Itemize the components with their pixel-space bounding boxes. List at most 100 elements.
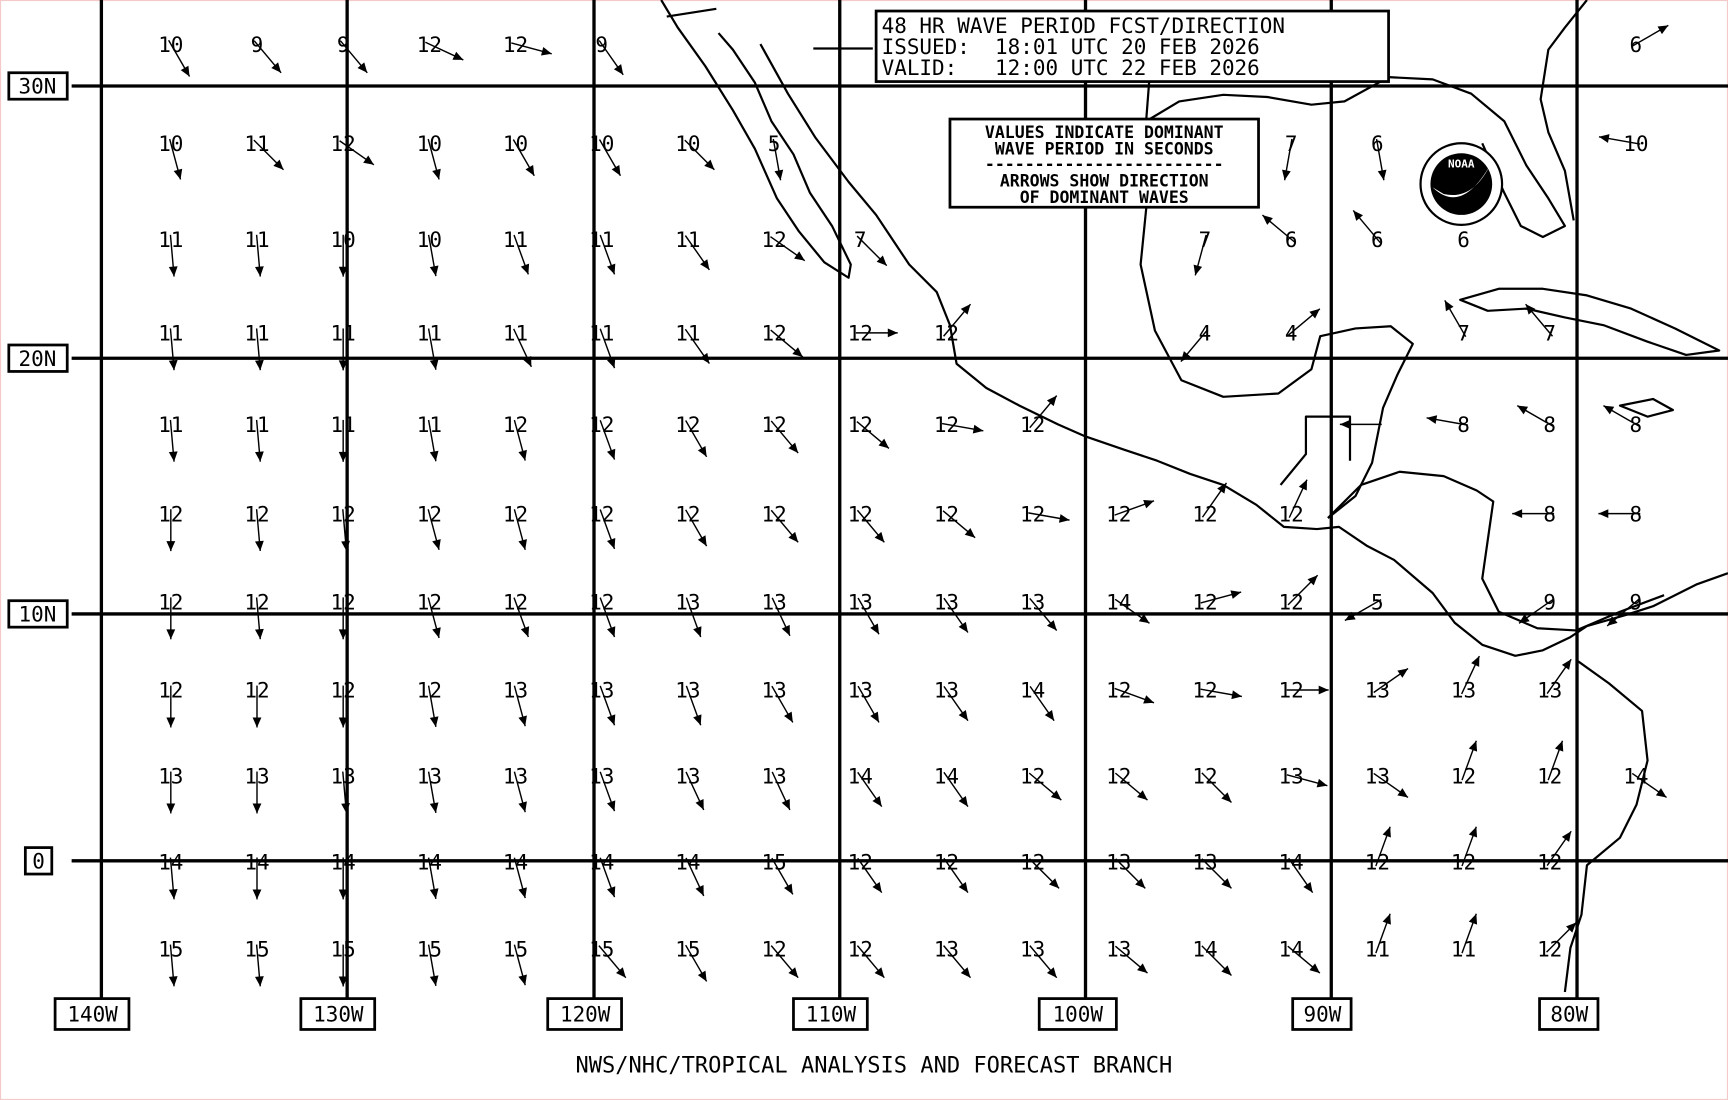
arrowhead-icon: [255, 540, 264, 551]
arrowhead-icon: [1309, 308, 1320, 319]
title-line: 48 HR WAVE PERIOD FCST/DIRECTION: [882, 14, 1285, 38]
arrowhead-icon: [958, 621, 968, 633]
arrowhead-icon: [1221, 965, 1232, 976]
arrowhead-icon: [960, 967, 971, 978]
arrowhead-icon: [606, 538, 616, 549]
arrowhead-icon: [1048, 878, 1060, 889]
arrowhead-icon: [168, 266, 178, 277]
arrowhead-icon: [695, 885, 704, 896]
arrowhead-icon: [1353, 210, 1363, 221]
arrowhead-icon: [1046, 620, 1057, 631]
arrowhead-icon: [788, 531, 799, 543]
arrowhead-icon: [432, 539, 441, 550]
lon-label-110w: 110W: [792, 997, 869, 1031]
svg-text:NOAA: NOAA: [1448, 158, 1475, 171]
arrowhead-icon: [1554, 740, 1564, 752]
valid-line: VALID: 12:00 UTC 22 FEB 2026: [882, 56, 1260, 80]
arrowhead-icon: [1525, 304, 1536, 315]
gulf-coast-mexico: [1139, 49, 1414, 519]
arrowhead-icon: [541, 46, 552, 56]
arrowhead-icon: [429, 888, 439, 899]
border-line: [666, 7, 717, 18]
arrowhead-icon: [518, 887, 527, 899]
arrowhead-icon: [166, 629, 176, 640]
arrowhead-icon: [781, 624, 790, 636]
arrowhead-icon: [1598, 509, 1609, 519]
svg-text:140W: 140W: [67, 1003, 118, 1027]
footer-credit: NWS/NHC/TROPICAL ANALYSIS AND FORECAST B…: [575, 1053, 1172, 1078]
arrowhead-icon: [1044, 710, 1055, 721]
arrowhead-icon: [1137, 790, 1148, 801]
arrowhead-icon: [606, 448, 616, 460]
arrowhead-icon: [1561, 831, 1572, 842]
title-box: 48 HR WAVE PERIOD FCST/DIRECTION ISSUED:…: [874, 9, 1390, 83]
issued-line: ISSUED: 18:01 UTC 20 FEB 2026: [882, 35, 1260, 59]
arrowhead-icon: [168, 359, 178, 371]
arrowhead-icon: [518, 449, 527, 461]
arrowhead-icon: [432, 627, 441, 639]
arrowhead-icon: [173, 168, 183, 180]
lat-label-0: 0: [23, 846, 54, 876]
svg-text:80W: 80W: [1550, 1003, 1588, 1027]
noaa-logo: NOAA: [1419, 142, 1504, 226]
arrowhead-icon: [788, 442, 799, 454]
arrowhead-icon: [870, 711, 879, 723]
arrowhead-icon: [606, 800, 616, 812]
arrowhead-icon: [704, 159, 715, 170]
arrowhead-icon: [518, 539, 527, 550]
arrowhead-icon: [255, 976, 264, 987]
arrowhead-icon: [611, 164, 621, 176]
arrowhead-icon: [1607, 616, 1618, 626]
arrowhead-icon: [1566, 922, 1577, 933]
svg-text:0: 0: [32, 850, 45, 874]
arrowhead-icon: [1221, 878, 1232, 889]
legend-box: VALUES INDICATE DOMINANT WAVE PERIOD IN …: [948, 117, 1260, 209]
arrowhead-icon: [1468, 740, 1478, 752]
arrowhead-icon: [180, 65, 190, 77]
svg-text:100W: 100W: [1053, 1003, 1104, 1027]
arrowhead-icon: [338, 451, 348, 462]
arrowhead-icon: [1344, 611, 1356, 621]
arrowhead-icon: [338, 889, 348, 900]
arrowhead-icon: [1298, 479, 1307, 491]
arrowhead-icon: [252, 889, 262, 900]
arrowhead-icon: [1138, 613, 1150, 624]
arrowhead-icon: [338, 976, 348, 987]
arrowhead-icon: [784, 711, 793, 723]
arrowhead-icon: [693, 714, 702, 726]
arrowhead-icon: [363, 155, 374, 165]
baja-coast: [660, 0, 852, 279]
arrowhead-icon: [452, 51, 464, 60]
arrowhead-icon: [525, 164, 535, 176]
arrowhead-icon: [1468, 913, 1478, 925]
arrowhead-icon: [613, 64, 624, 75]
arrowhead-icon: [341, 803, 350, 814]
arrowhead-icon: [1517, 405, 1529, 415]
arrowhead-icon: [429, 716, 439, 727]
arrowhead-icon: [878, 438, 889, 449]
arrowhead-icon: [1231, 690, 1242, 700]
svg-text:110W: 110W: [806, 1003, 857, 1027]
svg-text:20N: 20N: [19, 347, 57, 371]
arrowhead-icon: [255, 359, 264, 371]
arrowhead-icon: [1046, 967, 1057, 978]
arrowhead-icon: [252, 803, 262, 814]
legend-line-4: OF DOMINANT WAVES: [1020, 188, 1189, 207]
arrowhead-icon: [1468, 826, 1478, 838]
arrowhead-icon: [697, 970, 707, 982]
arrowhead-icon: [606, 263, 616, 275]
legend-line-3: ARROWS SHOW DIRECTION: [1000, 171, 1209, 190]
arrowhead-icon: [774, 169, 784, 181]
wave-period-value: 6: [1457, 228, 1470, 252]
arrowhead-icon: [958, 710, 968, 721]
arrowhead-icon: [1316, 778, 1328, 788]
arrowhead-icon: [700, 259, 710, 270]
arrowhead-icon: [429, 359, 439, 370]
arrowhead-icon: [874, 531, 885, 543]
arrowhead-icon: [338, 629, 348, 640]
arrowhead-icon: [1307, 575, 1318, 586]
legend-line-2: WAVE PERIOD IN SECONDS: [995, 139, 1214, 158]
arrowhead-icon: [429, 802, 439, 813]
arrowhead-icon: [1143, 500, 1155, 509]
